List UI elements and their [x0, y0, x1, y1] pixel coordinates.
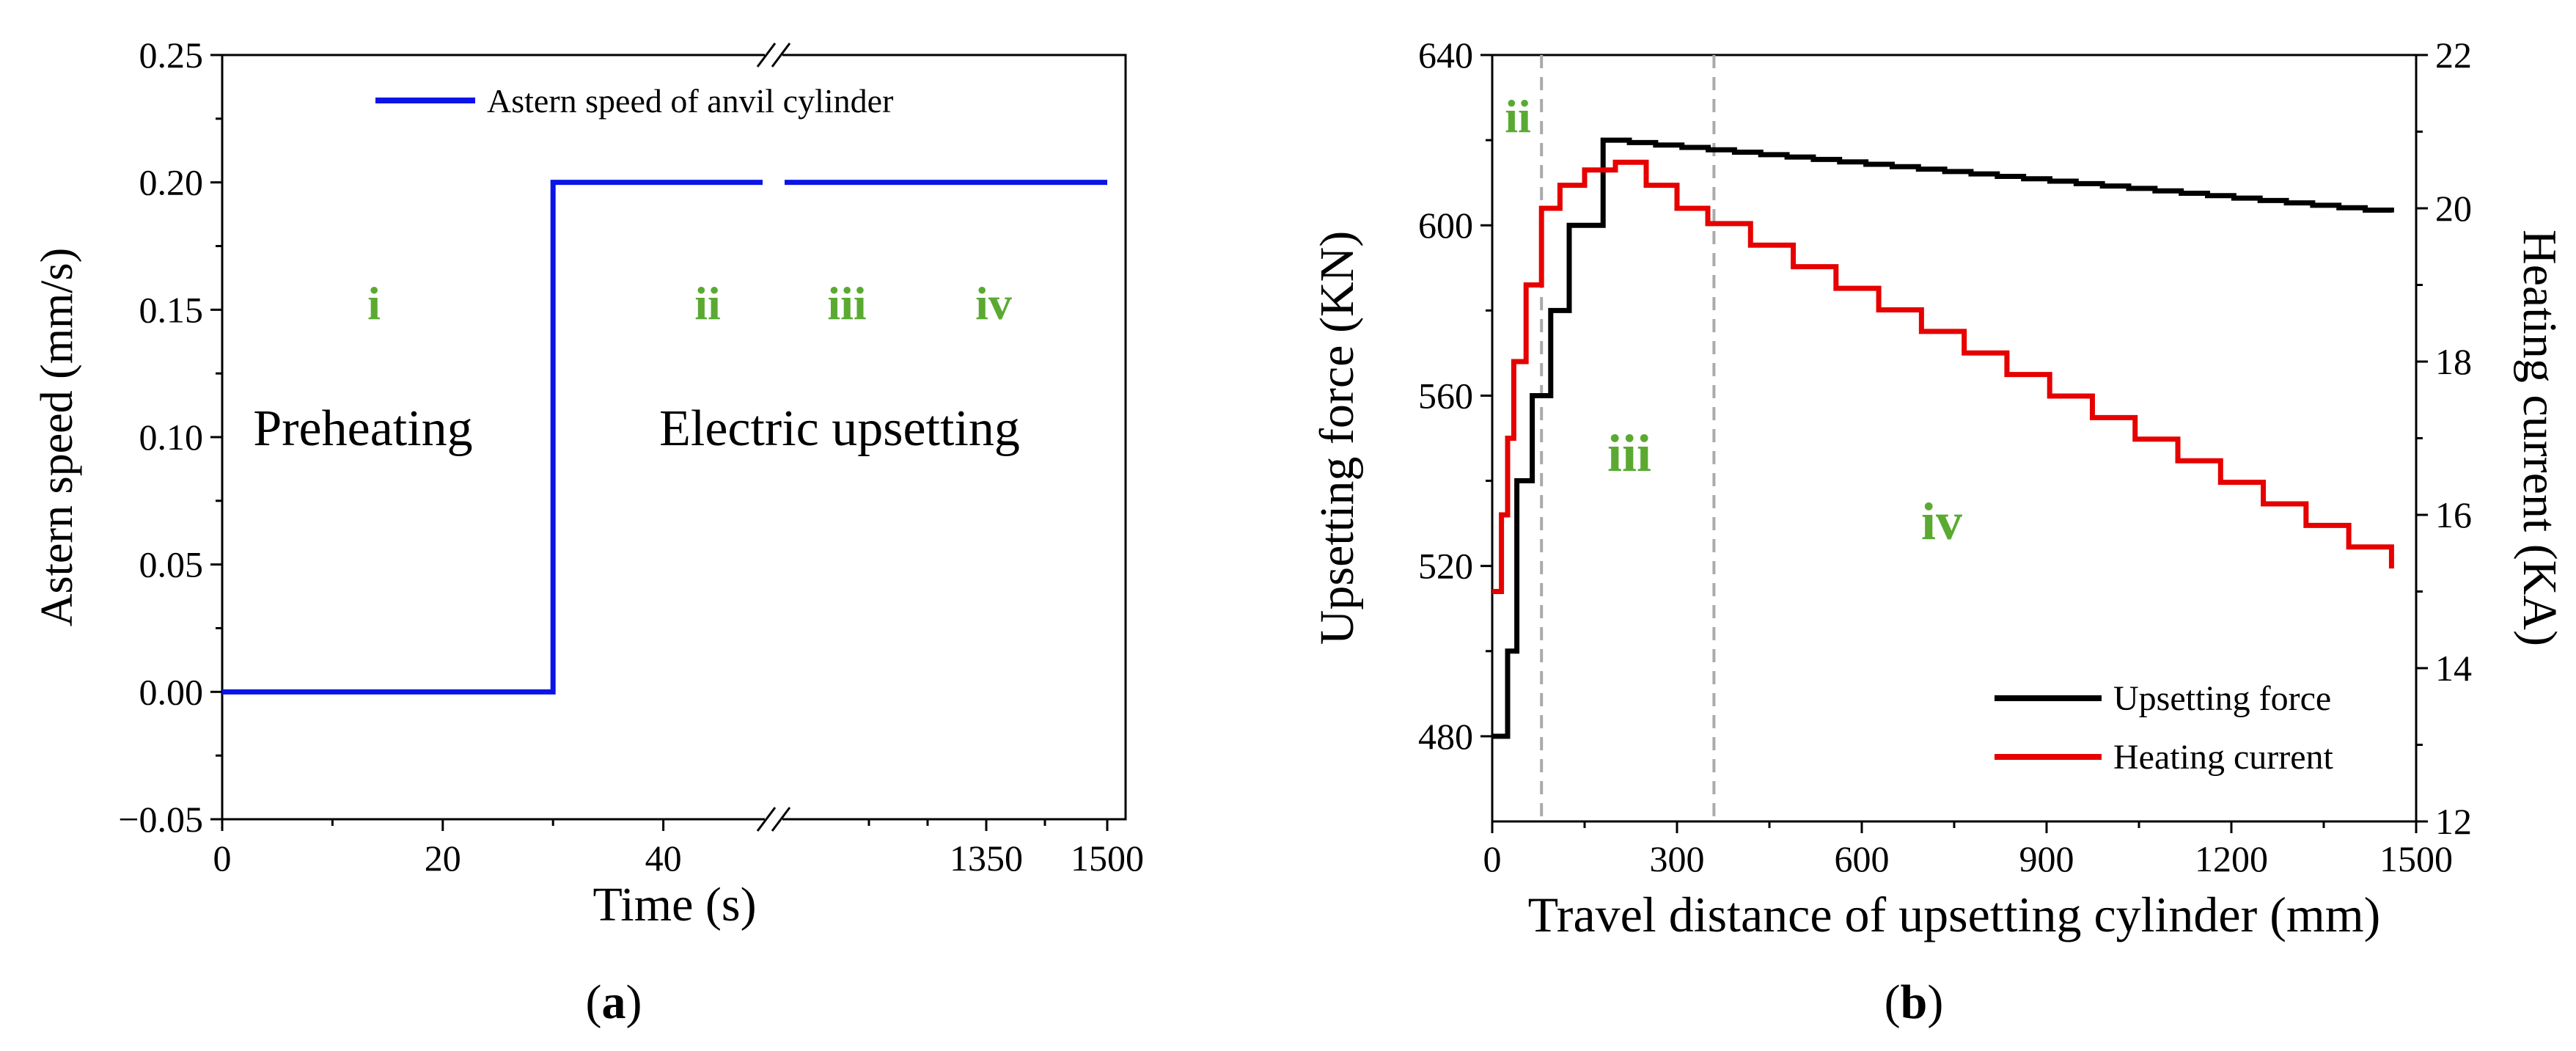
- x-tick-label-b: 1200: [2195, 838, 2268, 879]
- y-tick-label-b: 600: [1418, 205, 1473, 246]
- y-tick-labels-b: 480 520 560 600 640: [1418, 34, 1473, 757]
- axis-break-a: [756, 43, 791, 832]
- axis-break-mark-top: [771, 43, 791, 67]
- axis-break-mark: [756, 807, 777, 832]
- phase-label-preheating: Preheating: [253, 400, 472, 457]
- series-a: [222, 180, 1107, 695]
- y-tick-label-right-b: 14: [2435, 648, 2472, 689]
- x-tick-label-b: 0: [1483, 838, 1502, 879]
- y-tick-label-a: 0.10: [139, 417, 204, 458]
- x-tick-labels-a: 0 20 40 1350 1500: [213, 838, 1145, 879]
- y-tick-label-b: 640: [1418, 34, 1473, 76]
- legend-label-astern-speed: Astern speed of anvil cylinder: [487, 82, 893, 120]
- x-tick-label-a: 0: [213, 838, 232, 879]
- legend-label-upsetting-force: Upsetting force: [2113, 679, 2331, 718]
- y-tick-label-b: 480: [1418, 716, 1473, 757]
- x-tick-label-b: 300: [1650, 838, 1705, 879]
- x-tick-label-a: 1350: [950, 838, 1023, 879]
- stage-label-iii-a: iii: [827, 277, 866, 329]
- y-axis-title-b: Upsetting force (KN): [1310, 231, 1364, 645]
- phase-label-electric-upsetting: Electric upsetting: [659, 400, 1020, 457]
- stage-label-iii-b: iii: [1607, 424, 1651, 483]
- axis-break-gap: [765, 810, 782, 828]
- y-tick-label-a: −0.05: [118, 799, 203, 840]
- stage-label-i-a: i: [367, 277, 381, 329]
- y-tick-label-right-b: 16: [2435, 494, 2472, 535]
- series-line-upsetting-force: [1492, 137, 2394, 739]
- axis-break-mark-top: [756, 43, 777, 67]
- x-tick-label-a: 1500: [1071, 838, 1144, 879]
- y-tick-label-right-b: 22: [2435, 34, 2472, 76]
- panel-label-b: (b): [1885, 975, 1944, 1029]
- y-tick-label-b: 560: [1418, 375, 1473, 416]
- series-line-astern-speed: [222, 180, 763, 695]
- x-tick-label-b: 900: [2019, 838, 2074, 879]
- y-tick-labels-right-b: 12 14 16 18 20 22: [2435, 34, 2472, 842]
- panel-b: 480 520 560 600 640 12 14 16 18 20 22 0 300 600 900 1…: [1310, 34, 2566, 1029]
- x-tick-label-a: 40: [645, 838, 682, 879]
- panel-label-a: (a): [586, 975, 642, 1029]
- ticks-b: [1480, 54, 2428, 833]
- x-axis-title-a: Time (s): [592, 878, 756, 931]
- stage-label-ii-a: ii: [694, 277, 721, 329]
- x-axis-title-b: Travel distance of upsetting cylinder (m…: [1528, 887, 2381, 942]
- x-tick-label-a: 20: [425, 838, 461, 879]
- y-axis-title-right-b: Heating current (KA): [2513, 230, 2566, 646]
- y-tick-label-a: 0.20: [139, 162, 204, 203]
- y-tick-label-right-b: 20: [2435, 188, 2472, 229]
- y-tick-label-a: 0.05: [139, 544, 204, 585]
- y-tick-labels-a: −0.05 0.00 0.05 0.10 0.15 0.20 0.25: [118, 34, 203, 840]
- stage-boundaries-b: [1540, 55, 1716, 821]
- axis-break-gap-top: [765, 46, 782, 64]
- x-tick-label-b: 600: [1835, 838, 1890, 879]
- legend-label-heating-current: Heating current: [2113, 738, 2334, 777]
- series-line-heating-current: [1492, 159, 2394, 594]
- stage-label-iv-a: iv: [975, 277, 1012, 329]
- y-tick-label-a: 0.25: [139, 34, 204, 76]
- panel-a: −0.05 0.00 0.05 0.10 0.15 0.20 0.25 0 20 40 1350 1…: [32, 34, 1144, 1029]
- y-tick-label-a: 0.15: [139, 289, 204, 330]
- y-tick-label-right-b: 18: [2435, 341, 2472, 382]
- x-tick-label-b: 1500: [2379, 838, 2453, 879]
- y-ticks-a: [210, 54, 1109, 831]
- x-tick-labels-b: 0 300 600 900 1200 1500: [1483, 838, 2454, 879]
- y-tick-label-a: 0.00: [139, 671, 204, 712]
- series-b: [1492, 137, 2394, 739]
- y-tick-label-b: 520: [1418, 546, 1473, 587]
- stage-label-iv-b: iv: [1921, 492, 1962, 551]
- y-axis-title-a: Astern speed (mm/s): [32, 248, 82, 627]
- axis-break-mark: [771, 807, 791, 832]
- y-tick-label-right-b: 12: [2435, 801, 2472, 842]
- stage-label-ii-b: ii: [1505, 90, 1531, 142]
